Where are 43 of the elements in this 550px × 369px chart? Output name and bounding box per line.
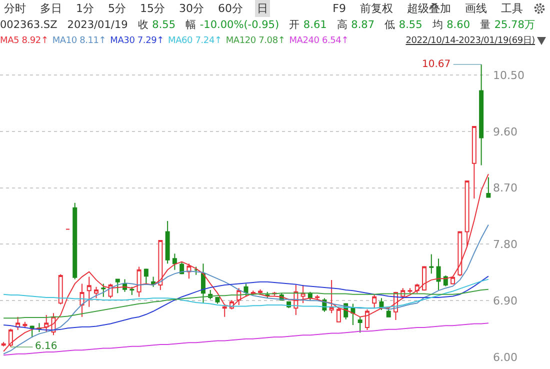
text: 高 8.87 — [336, 19, 375, 31]
text: MA10 — [52, 36, 78, 46]
text: 7.29↑ — [137, 36, 164, 46]
y-tick-label: 6.00 — [493, 350, 518, 364]
text: 002363.SZ — [0, 19, 58, 31]
y-tick-label: 9.60 — [493, 125, 518, 138]
text: 量 25.78万 — [480, 19, 536, 31]
text: F9 — [332, 1, 347, 16]
text: 低 8.55 — [384, 19, 422, 31]
annotation: 10.67 — [422, 59, 451, 70]
text: 均 8.60 — [432, 19, 470, 31]
text: MA30 — [110, 36, 136, 46]
text: 8.92↑ — [22, 36, 48, 46]
text: 60分 — [217, 1, 244, 17]
annotation: 6.16 — [35, 341, 58, 352]
text: 日 — [255, 0, 270, 17]
text: 7.08↑ — [258, 36, 286, 46]
text: 分时 — [3, 1, 27, 17]
text: 5分 — [107, 1, 127, 17]
y-tick-label: 6.90 — [493, 294, 518, 308]
text: MA60 — [168, 36, 194, 46]
text: 2022/10/14-2023/01/19(69日) — [406, 35, 535, 47]
text: 前复权 — [359, 1, 394, 17]
text: 超级叠加 — [406, 1, 452, 17]
y-tick-label: 10.50 — [493, 68, 524, 82]
text: 6.54↑ — [322, 36, 349, 46]
text: 30分 — [178, 1, 205, 17]
y-tick-label: 7.80 — [493, 238, 518, 252]
text: 15分 — [139, 1, 166, 17]
text: 画线 — [464, 1, 488, 17]
text: 幅 -10.00%(-0.95) — [186, 19, 280, 31]
text: MA5 — [0, 36, 20, 46]
y-tick-label: 8.70 — [493, 182, 518, 195]
text: 8.11↑ — [80, 36, 106, 46]
text: 1分 — [75, 1, 95, 17]
text: 7.24↑ — [195, 36, 222, 46]
text: MA120 — [226, 36, 257, 46]
text: 开 8.61 — [289, 19, 327, 31]
text: 多日 — [39, 1, 63, 17]
text: 2023/01/19 — [67, 19, 128, 31]
text: MA240 — [289, 36, 320, 46]
text: 工具 — [500, 1, 524, 17]
text: 收 8.55 — [138, 19, 176, 31]
